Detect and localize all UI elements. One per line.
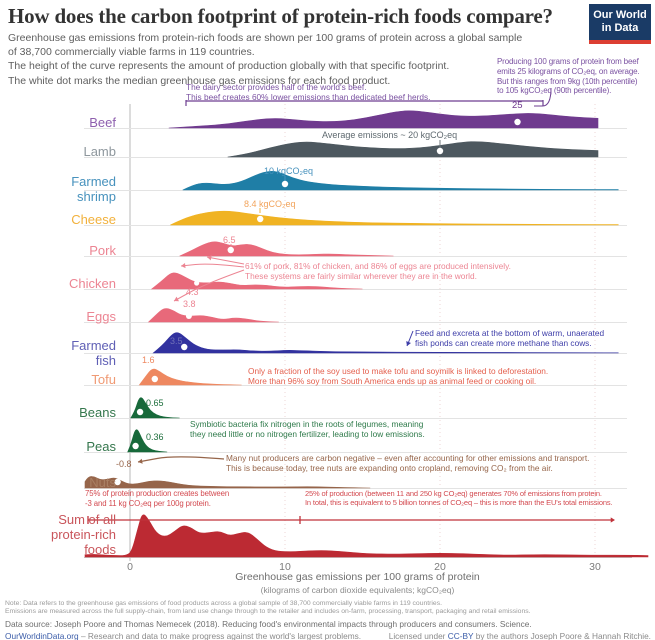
curve-pork	[179, 241, 394, 257]
arrow-to-pork	[206, 256, 245, 265]
chart-subtitle-3: The white dot marks the median greenhous…	[8, 74, 391, 87]
site-line: OurWorldinData.org – Research and data t…	[5, 631, 361, 640]
median-dot-cheese	[257, 215, 264, 223]
arrowhead	[207, 255, 212, 261]
site-tagline: – Research and data to make progress aga…	[78, 630, 362, 640]
owid-logo-line2: in Data	[601, 22, 639, 34]
ccby-link[interactable]: CC-BY	[447, 630, 474, 640]
owid-link[interactable]: OurWorldinData.org	[5, 630, 79, 640]
x-axis-subtitle: (kilograms of carbon dioxide equivalents…	[260, 585, 455, 595]
chart-subtitle-1: Greenhouse gas emissions from protein-ri…	[8, 32, 523, 58]
data-source: Data source: Joseph Poore and Thomas Nem…	[5, 618, 532, 629]
curve-nuts	[84, 476, 371, 489]
curve-cheese	[170, 210, 619, 226]
median-dot-farmed-shrimp	[281, 180, 289, 188]
median-dot-eggs	[185, 313, 192, 319]
arrowhead	[406, 341, 411, 346]
median-dot-tofu	[151, 375, 158, 383]
license-pre: Licensed under	[388, 630, 448, 640]
arrowhead	[181, 262, 186, 269]
license-post: by the authors Joseph Poore & Hannah Rit…	[473, 630, 651, 640]
curve-farmed-shrimp	[182, 170, 619, 191]
x-axis-title: Greenhouse gas emissions per 100 grams o…	[235, 571, 480, 583]
median-dot-chicken	[194, 280, 200, 286]
median-dot-nuts	[114, 478, 121, 486]
median-dot-beans	[136, 408, 144, 416]
curve-sum-of-all-protein-rich-foods	[84, 514, 649, 558]
median-dot-beef	[514, 118, 521, 126]
owid-logo-line1: Our World	[593, 9, 647, 21]
curve-farmed-fish	[152, 332, 619, 354]
beef-25-connector	[534, 87, 552, 107]
median-dot-farmed-fish	[181, 343, 188, 351]
curve-beans	[130, 397, 180, 419]
footnote-2: Emissions are measured across the full s…	[5, 608, 531, 616]
owid-logo: Our World in Data	[589, 4, 651, 44]
median-dot-pork	[227, 246, 234, 254]
arrow-nuts-note	[137, 456, 225, 463]
curve-eggs	[147, 308, 279, 323]
chart-header: How does the carbon footprint of protein…	[8, 4, 651, 89]
arrowhead	[138, 458, 143, 464]
arrow-to-chicken	[180, 263, 245, 268]
arrowhead	[174, 296, 179, 302]
license-line: Licensed under CC-BY by the authors Jose…	[389, 631, 651, 640]
curve-beef	[168, 110, 599, 129]
arrow-to-eggs	[173, 269, 245, 302]
curve-chicken	[150, 272, 363, 290]
chart-footer: Note: Data refers to the greenhouse gas …	[5, 600, 651, 640]
footnote-1: Note: Data refers to the greenhouse gas …	[5, 600, 442, 607]
curve-tofu	[138, 368, 242, 386]
x-axis-title-block: Greenhouse gas emissions per 100 grams o…	[60, 571, 655, 595]
page-title: How does the carbon footprint of protein…	[8, 4, 553, 28]
curve-peas	[127, 429, 168, 453]
curve-lamb	[227, 141, 599, 158]
median-dot-peas	[132, 442, 139, 450]
median-dot-lamb	[436, 147, 444, 155]
arrowhead	[610, 517, 615, 523]
chart-subtitle-2: The height of the curve represents the a…	[8, 60, 450, 73]
